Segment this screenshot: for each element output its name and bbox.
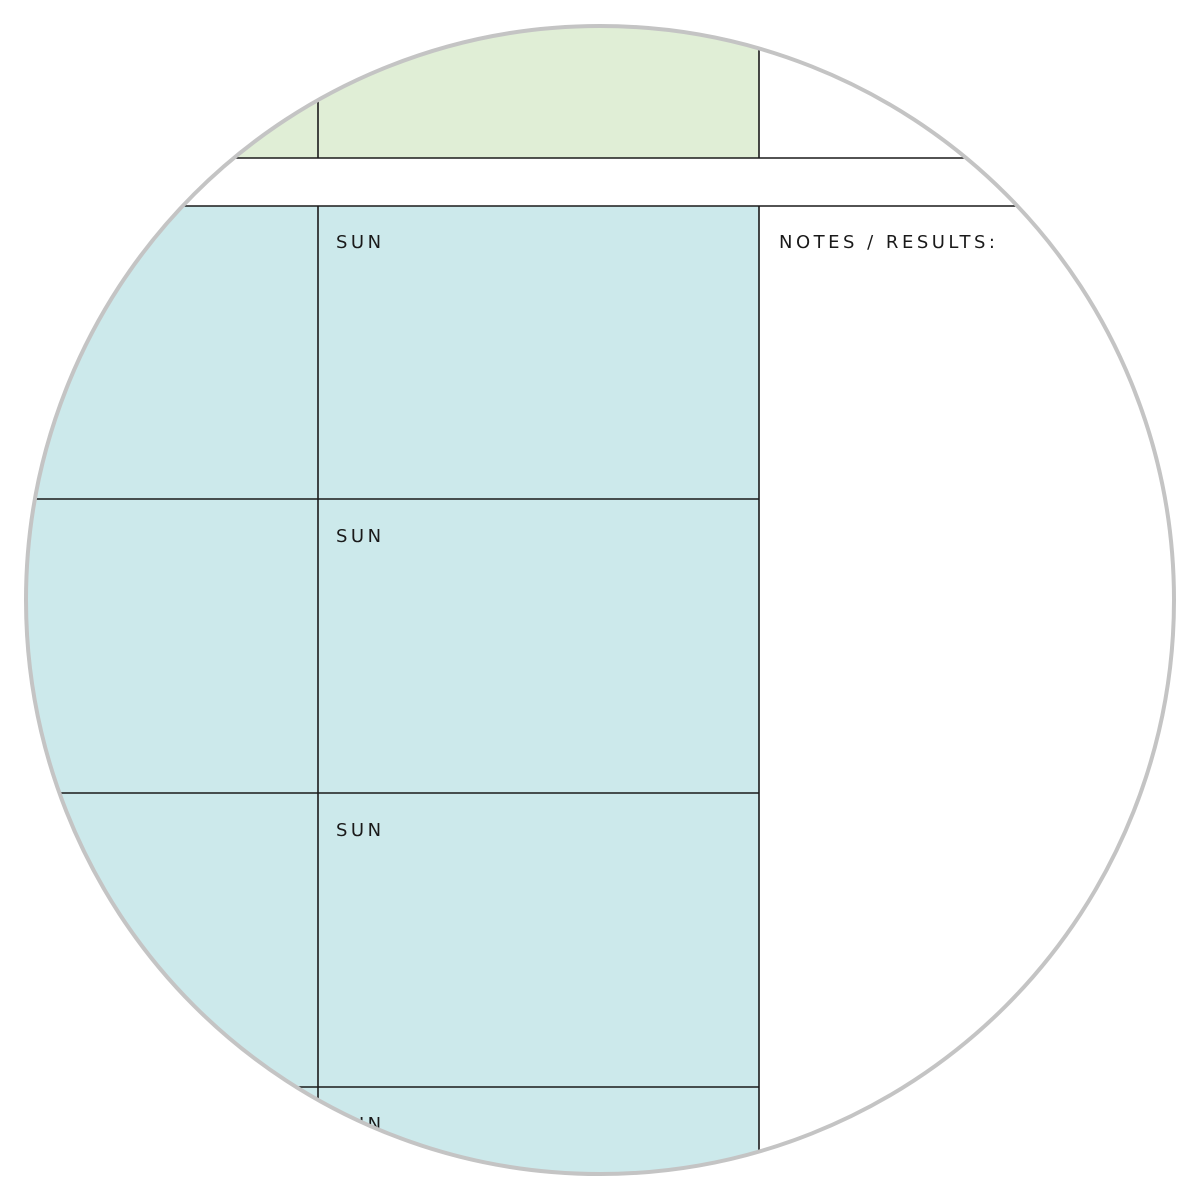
notes-label: NOTES / RESULTS:: [779, 232, 998, 253]
day-label: SUN: [336, 1114, 385, 1135]
blue-grid: [26, 206, 759, 1174]
lens-border: [24, 24, 1176, 1176]
day-label: SUN: [336, 526, 385, 547]
green-row: [26, 26, 759, 158]
day-label: SUN: [336, 820, 385, 841]
day-label: SUN: [336, 232, 385, 253]
